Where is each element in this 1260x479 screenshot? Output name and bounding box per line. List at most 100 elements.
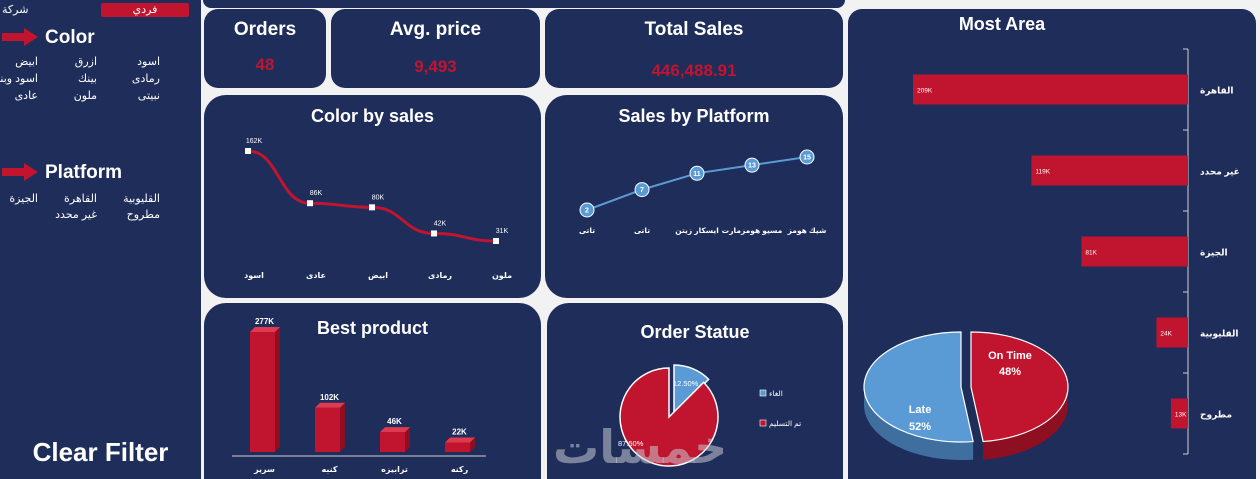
series-line: [586, 156, 808, 211]
kpi-total-sales-value: 446,488.91: [651, 61, 737, 80]
kpi-total-sales-card: Total Sales 446,488.91: [545, 9, 843, 88]
kpi-orders-card: Orders 48: [204, 9, 326, 88]
bar-side: [340, 402, 345, 452]
tick-label: ملون: [492, 271, 512, 280]
kpi-orders-value: 48: [255, 55, 275, 74]
bar-top: [445, 437, 475, 443]
bar: [1156, 317, 1188, 348]
kpi-avg-price-value: 9,493: [414, 57, 457, 76]
chart-title: Color by sales: [310, 106, 435, 126]
slicer-item[interactable]: عادى: [14, 90, 38, 102]
legend-swatch: [759, 419, 767, 427]
tick-label: تاتى: [579, 226, 595, 235]
order-statue-panel: Order Statue 12.50% 87.50% الغاء تم التسليم: [547, 303, 843, 479]
data-label: 31K: [496, 228, 509, 235]
slicer-item[interactable]: غير محدد: [55, 209, 97, 221]
most-area-chart: 209K القاهرة 119K غير محدد 81K الجيزة 24K القلي…: [863, 48, 1240, 460]
kpi-avg-price-card: Avg. price 9,493: [331, 9, 540, 88]
slicer-item[interactable]: نبيتى: [137, 90, 160, 102]
data-label: 46K: [387, 417, 402, 426]
slicer-item[interactable]: رمادى: [131, 73, 160, 85]
data-label: 15: [803, 155, 811, 162]
data-point: [431, 230, 437, 237]
chart-title: Best product: [316, 318, 428, 338]
bar-side: [275, 327, 280, 452]
slicer-item[interactable]: الجيزة: [9, 193, 38, 205]
data-point: [799, 149, 815, 165]
data-label: 12.50%: [673, 379, 699, 388]
data-label: 162K: [246, 138, 263, 145]
slicer-item[interactable]: القليوبية: [123, 193, 160, 205]
data-label: 13K: [1175, 412, 1187, 419]
bar: [315, 407, 340, 452]
pie-side: [983, 387, 1068, 460]
order-statue-chart: 12.50% 87.50% الغاء تم التسليم: [618, 364, 801, 467]
type-option[interactable]: شركة: [2, 4, 29, 16]
data-point: [634, 182, 650, 198]
data-point: [369, 204, 375, 211]
watermark-text: خمسات: [553, 421, 728, 473]
bar: [445, 442, 470, 452]
legend-label: الغاء: [769, 389, 783, 398]
pie-slice: [863, 331, 974, 443]
data-point: [307, 200, 313, 207]
arrow-right-icon: [2, 28, 38, 46]
data-label: 48%: [999, 366, 1021, 378]
data-label: 277K: [255, 317, 274, 326]
slicer-item[interactable]: ابيض: [15, 56, 38, 68]
bar-side: [470, 437, 475, 452]
tick-label: ابيض: [368, 271, 388, 281]
data-label: 24K: [1160, 331, 1172, 338]
tick-label: مسيو هومزمارت: [722, 226, 783, 235]
slicer-item[interactable]: اسود: [137, 56, 160, 68]
chart-title: Order Statue: [640, 322, 750, 342]
data-label: 119K: [1035, 169, 1050, 176]
tick-label: ركنه: [451, 465, 469, 474]
bar: [1031, 155, 1188, 186]
type-option[interactable]: فردي: [101, 3, 189, 17]
tick-label: اسود: [244, 271, 264, 280]
bar-side: [405, 427, 410, 452]
kpi-total-sales-label: Total Sales: [644, 19, 744, 40]
bar-top: [250, 327, 280, 332]
slicer-item[interactable]: ملون: [73, 90, 97, 102]
data-label: 81K: [1085, 250, 1097, 257]
data-label: 87.50%: [618, 439, 644, 448]
color-by-sales-chart: 162K اسود 86K عادى 80K ابيض 42K رمادى 31K ملون: [244, 138, 512, 281]
sales-by-platform-panel: Sales by Platform 2 تاتى 7 تاتى 11 ايسكار زيت…: [545, 95, 843, 298]
color-slicer-title: Color: [45, 27, 95, 48]
data-label: 102K: [320, 393, 339, 402]
slicer-item[interactable]: مطروح: [126, 209, 160, 221]
data-label: 209K: [917, 88, 933, 95]
top-bar: [203, 0, 845, 8]
data-label: 13: [748, 163, 756, 170]
data-label: 80K: [372, 194, 385, 201]
slicer-item[interactable]: القاهرة: [64, 193, 97, 205]
slicer-item[interactable]: بينك: [78, 73, 97, 85]
color-by-sales-panel: Color by sales 162K اسود 86K عادى 80K ابيض 42K…: [204, 95, 541, 298]
slicer-item[interactable]: ازرق: [74, 56, 97, 68]
tick-label: رمادى: [428, 271, 452, 280]
bar: [380, 432, 405, 452]
data-point: [579, 202, 595, 218]
slicer-item[interactable]: اسود وبنى: [0, 73, 38, 85]
tick-label: شيك هومز: [787, 226, 827, 235]
data-label: 7: [640, 187, 644, 194]
bar: [1170, 398, 1188, 429]
bar: [913, 74, 1188, 105]
kpi-avg-price-label: Avg. price: [389, 19, 482, 40]
data-point: [245, 148, 251, 154]
legend-label: تم التسليم: [769, 419, 801, 428]
tick-label: كنبه: [321, 465, 337, 474]
slice-label: On Time: [988, 350, 1032, 362]
data-point: [744, 157, 760, 173]
pie-slice: [619, 367, 719, 467]
arrow-right-icon: [2, 163, 38, 181]
bar-top: [380, 427, 410, 433]
chart-title: Sales by Platform: [618, 106, 770, 126]
tick-label: تاتى: [634, 226, 650, 235]
data-label: 2: [585, 208, 589, 215]
clear-filter-button[interactable]: Clear Filter: [32, 437, 169, 467]
bar: [250, 332, 275, 452]
data-label: 11: [693, 171, 701, 178]
